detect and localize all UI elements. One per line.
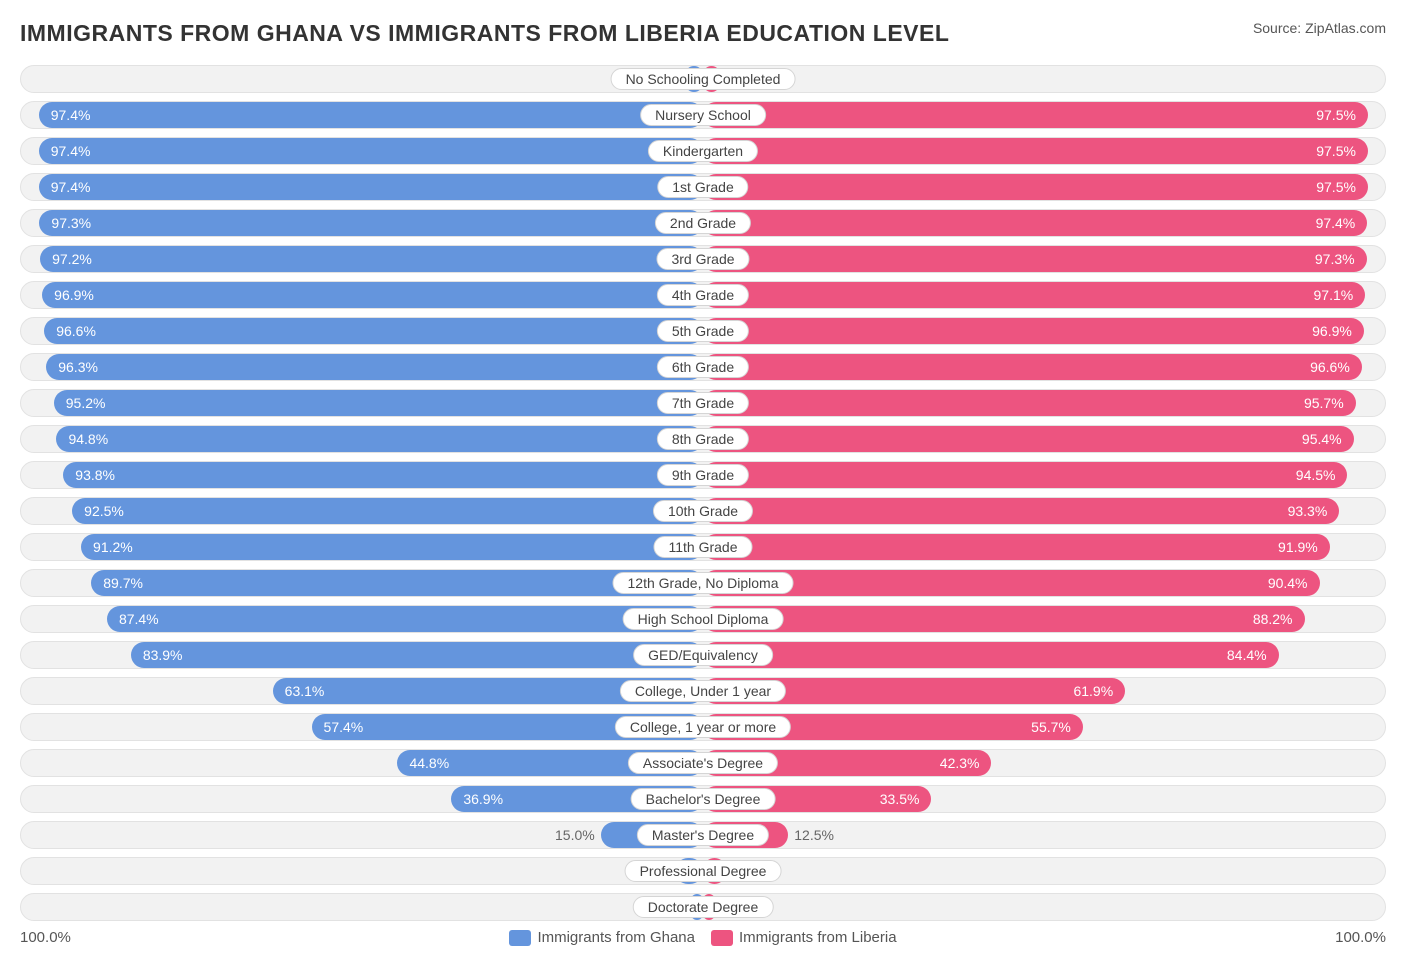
category-label: 10th Grade (653, 500, 753, 522)
bar-ghana: 97.3% (39, 210, 703, 236)
bar-ghana: 92.5% (72, 498, 703, 524)
chart-row: 97.2%97.3%3rd Grade (20, 245, 1386, 273)
bar-ghana: 95.2% (54, 390, 703, 416)
bar-ghana: 94.8% (56, 426, 703, 452)
bar-ghana: 97.2% (40, 246, 703, 272)
chart-row: 94.8%95.4%8th Grade (20, 425, 1386, 453)
bar-value-liberia: 12.5% (794, 827, 834, 843)
category-label: 1st Grade (657, 176, 748, 198)
category-label: 7th Grade (657, 392, 749, 414)
category-label: 2nd Grade (655, 212, 751, 234)
category-label: Bachelor's Degree (631, 788, 776, 810)
bar-liberia: 97.3% (703, 246, 1367, 272)
category-label: 5th Grade (657, 320, 749, 342)
bar-ghana: 87.4% (107, 606, 703, 632)
chart-row: 97.4%97.5%1st Grade (20, 173, 1386, 201)
chart-row: 92.5%93.3%10th Grade (20, 497, 1386, 525)
bar-ghana: 97.4% (39, 102, 703, 128)
category-label: 3rd Grade (656, 248, 749, 270)
chart-header: IMMIGRANTS FROM GHANA VS IMMIGRANTS FROM… (20, 20, 1386, 47)
chart-row: 63.1%61.9%College, Under 1 year (20, 677, 1386, 705)
category-label: 8th Grade (657, 428, 749, 450)
category-label: No Schooling Completed (611, 68, 796, 90)
category-label: Kindergarten (648, 140, 758, 162)
chart-row: 96.3%96.6%6th Grade (20, 353, 1386, 381)
chart-source: Source: ZipAtlas.com (1253, 20, 1386, 36)
category-label: High School Diploma (623, 608, 784, 630)
bar-liberia: 94.5% (703, 462, 1347, 488)
legend-item-liberia: Immigrants from Liberia (711, 929, 897, 946)
bar-ghana: 93.8% (63, 462, 703, 488)
bar-liberia: 90.4% (703, 570, 1320, 596)
bar-liberia: 84.4% (703, 642, 1279, 668)
bar-liberia: 95.7% (703, 390, 1356, 416)
bar-ghana: 97.4% (39, 138, 703, 164)
bar-ghana: 96.9% (42, 282, 703, 308)
diverging-bar-chart: 2.6%2.5%No Schooling Completed97.4%97.5%… (20, 65, 1386, 921)
category-label: 11th Grade (653, 536, 752, 558)
category-label: College, 1 year or more (615, 716, 791, 738)
category-label: GED/Equivalency (633, 644, 773, 666)
category-label: 4th Grade (657, 284, 749, 306)
chart-row: 95.2%95.7%7th Grade (20, 389, 1386, 417)
bar-ghana: 97.4% (39, 174, 703, 200)
legend-item-ghana: Immigrants from Ghana (509, 929, 695, 946)
legend-label-liberia: Immigrants from Liberia (739, 929, 897, 946)
bar-value-ghana: 15.0% (555, 827, 595, 843)
bar-liberia: 97.4% (703, 210, 1367, 236)
category-label: College, Under 1 year (620, 680, 786, 702)
legend-center: Immigrants from Ghana Immigrants from Li… (509, 929, 896, 946)
chart-row: 57.4%55.7%College, 1 year or more (20, 713, 1386, 741)
chart-row: 15.0% 12.5% Master's Degree (20, 821, 1386, 849)
source-prefix: Source: (1253, 20, 1305, 36)
source-name: ZipAtlas.com (1305, 20, 1386, 36)
category-label: Nursery School (640, 104, 766, 126)
axis-label-left: 100.0% (20, 929, 71, 946)
legend-swatch-liberia (711, 930, 733, 946)
legend-row: 100.0% Immigrants from Ghana Immigrants … (20, 929, 1386, 946)
chart-row: 97.3%97.4%2nd Grade (20, 209, 1386, 237)
bar-liberia: 97.5% (703, 174, 1368, 200)
category-label: 12th Grade, No Diploma (613, 572, 794, 594)
bar-liberia: 97.1% (703, 282, 1365, 308)
chart-row: 97.4%97.5%Kindergarten (20, 137, 1386, 165)
bar-liberia: 93.3% (703, 498, 1339, 524)
bar-ghana: 96.6% (44, 318, 703, 344)
category-label: Doctorate Degree (633, 896, 774, 918)
category-label: Master's Degree (637, 824, 769, 846)
chart-row: 96.9%97.1%4th Grade (20, 281, 1386, 309)
legend-swatch-ghana (509, 930, 531, 946)
category-label: Professional Degree (625, 860, 782, 882)
bar-ghana: 83.9% (131, 642, 703, 668)
bar-liberia: 95.4% (703, 426, 1354, 452)
chart-row: 97.4%97.5%Nursery School (20, 101, 1386, 129)
category-label: 6th Grade (657, 356, 749, 378)
chart-title: IMMIGRANTS FROM GHANA VS IMMIGRANTS FROM… (20, 20, 949, 47)
chart-row: 36.9%33.5%Bachelor's Degree (20, 785, 1386, 813)
chart-row: 2.6%2.5%No Schooling Completed (20, 65, 1386, 93)
axis-label-right: 100.0% (1335, 929, 1386, 946)
chart-row: 4.1%3.4%Professional Degree (20, 857, 1386, 885)
bar-ghana: 91.2% (81, 534, 703, 560)
legend-label-ghana: Immigrants from Ghana (537, 929, 695, 946)
chart-row: 89.7%90.4%12th Grade, No Diploma (20, 569, 1386, 597)
chart-row: 93.8%94.5%9th Grade (20, 461, 1386, 489)
bar-liberia: 96.6% (703, 354, 1362, 380)
bar-liberia: 88.2% (703, 606, 1305, 632)
category-label: Associate's Degree (628, 752, 778, 774)
bar-ghana: 89.7% (91, 570, 703, 596)
bar-ghana: 96.3% (46, 354, 703, 380)
bar-liberia: 96.9% (703, 318, 1364, 344)
chart-row: 44.8%42.3%Associate's Degree (20, 749, 1386, 777)
chart-row: 87.4%88.2%High School Diploma (20, 605, 1386, 633)
chart-row: 91.2%91.9%11th Grade (20, 533, 1386, 561)
chart-row: 83.9%84.4%GED/Equivalency (20, 641, 1386, 669)
chart-row: 1.8%1.5%Doctorate Degree (20, 893, 1386, 921)
bar-liberia: 91.9% (703, 534, 1330, 560)
bar-liberia: 97.5% (703, 102, 1368, 128)
chart-row: 96.6%96.9%5th Grade (20, 317, 1386, 345)
category-label: 9th Grade (657, 464, 749, 486)
bar-liberia: 97.5% (703, 138, 1368, 164)
